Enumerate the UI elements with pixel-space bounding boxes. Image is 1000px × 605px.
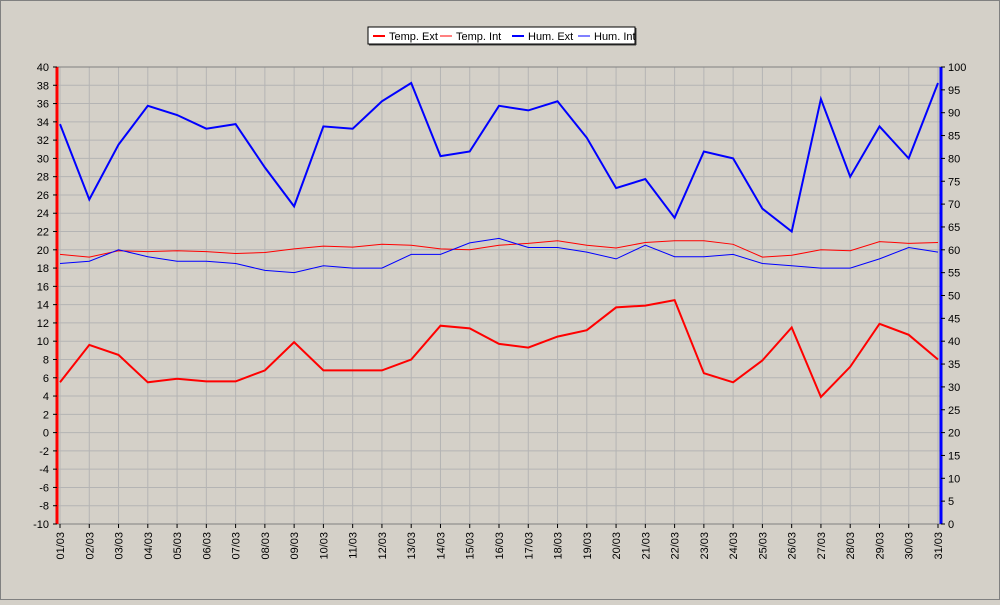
right-tick-label: 90 — [948, 108, 960, 120]
left-tick-label: 32 — [37, 135, 49, 147]
left-tick-label: 12 — [37, 318, 49, 330]
x-tick-label: 04/03 — [143, 532, 155, 560]
left-tick-label: 20 — [37, 245, 49, 257]
x-tick-label: 26/03 — [787, 532, 799, 560]
series-line-hum-ext — [59, 81, 939, 234]
left-tick-label: 4 — [43, 391, 49, 403]
legend-label-hum-int: Hum. Int — [594, 31, 636, 43]
legend-label-hum-ext: Hum. Ext — [528, 31, 573, 43]
left-tick-label: 36 — [37, 99, 49, 111]
x-tick-label: 10/03 — [318, 532, 330, 560]
left-tick-label: -2 — [39, 446, 49, 458]
legend-label-temp-ext: Temp. Ext — [389, 31, 438, 43]
left-axis-ticks: -10-8-6-4-202468101214161820222426283032… — [33, 62, 57, 531]
right-tick-label: 25 — [948, 405, 960, 417]
right-tick-label: 55 — [948, 268, 960, 280]
x-tick-label: 03/03 — [114, 532, 126, 560]
left-tick-label: 28 — [37, 172, 49, 184]
left-tick-label: 22 — [37, 227, 49, 239]
right-tick-label: 5 — [948, 496, 954, 508]
x-tick-label: 20/03 — [611, 532, 623, 560]
x-tick-label: 21/03 — [640, 532, 652, 560]
legend-label-temp-int: Temp. Int — [456, 31, 501, 43]
x-tick-label: 01/03 — [55, 532, 67, 560]
x-tick-label: 07/03 — [231, 532, 243, 560]
left-tick-label: -8 — [39, 501, 49, 513]
x-tick-label: 22/03 — [670, 532, 682, 560]
right-tick-label: 40 — [948, 336, 960, 348]
x-tick-label: 02/03 — [84, 532, 96, 560]
x-tick-label: 14/03 — [435, 532, 447, 560]
left-tick-label: 18 — [37, 263, 49, 275]
left-tick-label: 10 — [37, 336, 49, 348]
x-axis-ticks: 01/03 02/03 03/03 04/03 05/03 06/03 07/03 08/03… — [55, 524, 945, 560]
x-tick-label: 19/03 — [582, 532, 594, 560]
right-tick-label: 100 — [948, 62, 966, 74]
right-tick-label: 50 — [948, 291, 960, 303]
x-tick-label: 15/03 — [465, 532, 477, 560]
right-tick-label: 75 — [948, 176, 960, 188]
right-tick-label: 80 — [948, 153, 960, 165]
left-tick-label: 30 — [37, 153, 49, 165]
right-tick-label: 70 — [948, 199, 960, 211]
x-tick-label: 29/03 — [874, 532, 886, 560]
left-tick-label: 0 — [43, 428, 49, 440]
left-tick-label: 14 — [37, 300, 49, 312]
x-tick-label: 17/03 — [523, 532, 535, 560]
right-tick-label: 60 — [948, 245, 960, 257]
legend-box — [367, 26, 636, 45]
series-line-temp-int — [59, 240, 939, 258]
right-axis-ticks: 0 5 10 15 20 25 30 35 40 45 50 55 60 65 70 75 80 85 90 95 10… — [941, 62, 966, 531]
right-tick-label: 30 — [948, 382, 960, 394]
left-tick-label: -10 — [33, 519, 49, 531]
left-tick-label: 34 — [37, 117, 49, 129]
x-tick-label: 31/03 — [933, 532, 945, 560]
x-tick-label: 25/03 — [757, 532, 769, 560]
right-tick-label: 35 — [948, 359, 960, 371]
series-line-temp-ext — [59, 298, 939, 399]
right-tick-label: 45 — [948, 313, 960, 325]
left-tick-label: 6 — [43, 373, 49, 385]
right-tick-label: 85 — [948, 131, 960, 143]
legend: Temp. Ext Temp. Int Hum. Ext Hum. Int — [367, 26, 637, 46]
x-tick-label: 06/03 — [201, 532, 213, 560]
left-tick-label: 8 — [43, 354, 49, 366]
left-tick-label: 40 — [37, 62, 49, 74]
left-tick-label: 2 — [43, 409, 49, 421]
left-tick-label: 38 — [37, 80, 49, 92]
x-tick-label: 30/03 — [904, 532, 916, 560]
x-tick-label: 27/03 — [816, 532, 828, 560]
right-tick-label: 0 — [948, 519, 954, 531]
right-tick-label: 20 — [948, 428, 960, 440]
series-group — [59, 81, 939, 399]
x-tick-label: 18/03 — [553, 532, 565, 560]
x-tick-label: 12/03 — [377, 532, 389, 560]
x-tick-label: 11/03 — [348, 532, 360, 559]
right-tick-label: 15 — [948, 450, 960, 462]
x-tick-label: 24/03 — [728, 532, 740, 560]
x-tick-label: 08/03 — [260, 532, 272, 560]
left-tick-label: 24 — [37, 208, 49, 220]
x-tick-label: 28/03 — [845, 532, 857, 560]
x-tick-label: 23/03 — [699, 532, 711, 560]
left-tick-label: 16 — [37, 281, 49, 293]
x-tick-label: 05/03 — [172, 532, 184, 560]
x-tick-label: 13/03 — [406, 532, 418, 560]
x-tick-label: 16/03 — [494, 532, 506, 560]
right-tick-label: 10 — [948, 473, 960, 485]
series-line-hum-int — [59, 237, 939, 274]
right-tick-label: 65 — [948, 222, 960, 234]
right-tick-label: 95 — [948, 85, 960, 97]
x-tick-label: 09/03 — [289, 532, 301, 560]
left-tick-label: -6 — [39, 482, 49, 494]
left-tick-label: 26 — [37, 190, 49, 202]
left-tick-label: -4 — [39, 464, 49, 476]
